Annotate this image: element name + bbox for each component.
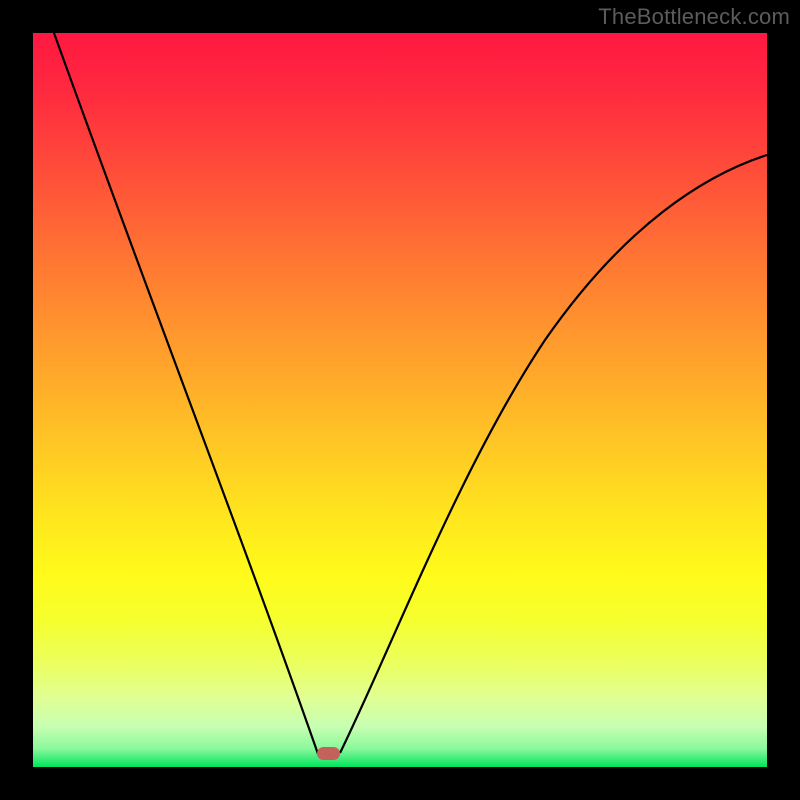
chart-container: { "watermark": { "text": "TheBottleneck.… xyxy=(0,0,800,800)
optimal-point-marker xyxy=(317,747,340,760)
watermark-text: TheBottleneck.com xyxy=(598,4,790,30)
plot-area xyxy=(33,33,767,767)
chart-svg xyxy=(0,0,800,800)
